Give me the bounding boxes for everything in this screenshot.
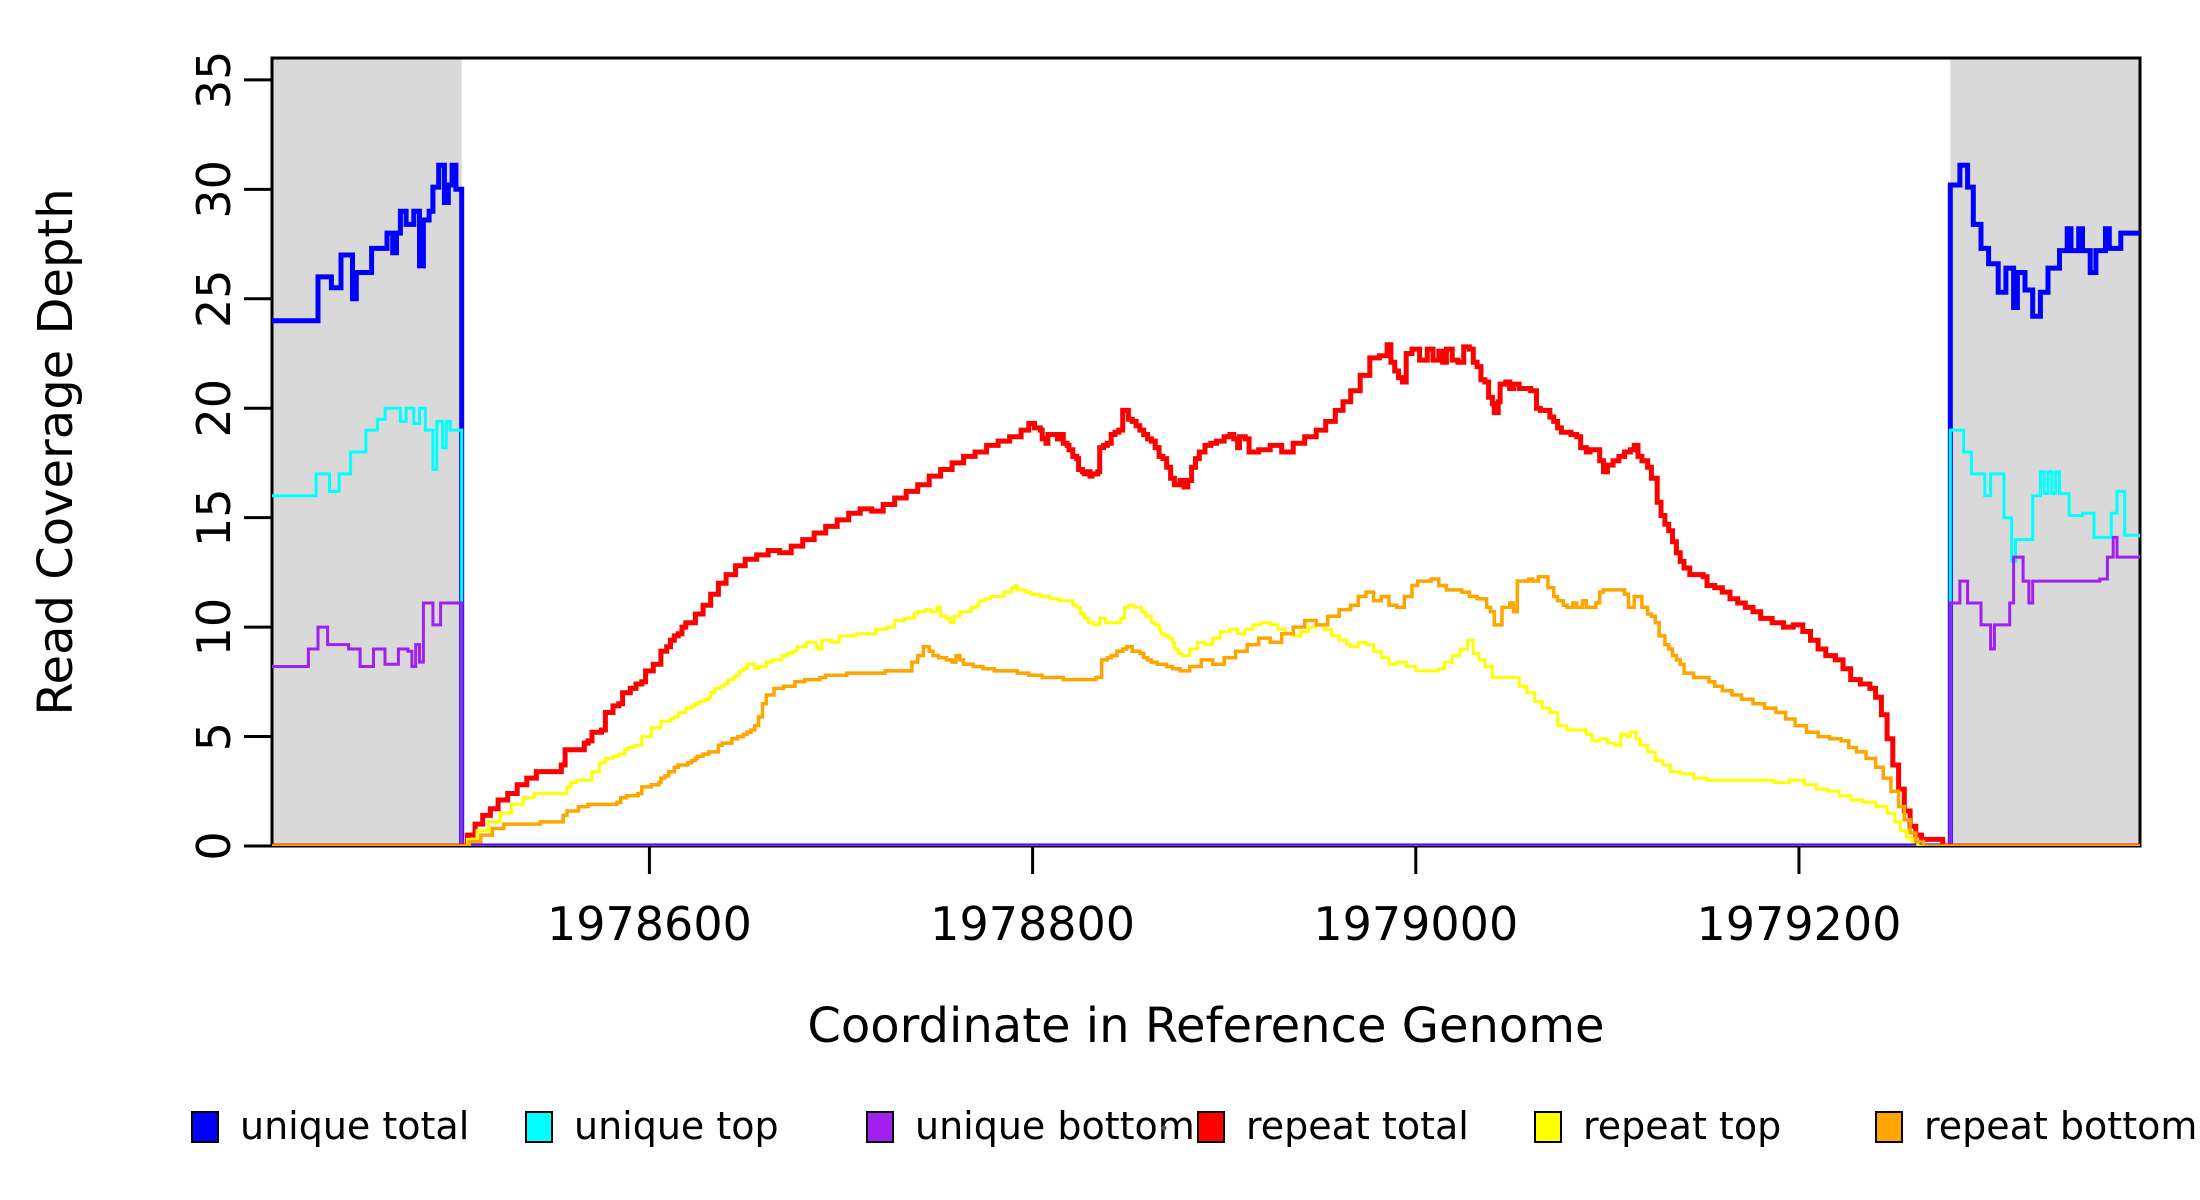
unique-region-right (1950, 58, 2140, 846)
y-tick-label: 15 (187, 488, 241, 547)
legend-item-repeat-bottom: repeat bottom (1875, 1104, 2197, 1148)
legend-label: unique top (574, 1104, 779, 1148)
series-unique-top (272, 406, 2140, 846)
y-tick-label: 20 (187, 379, 241, 438)
legend-item-unique-bottom: unique bottom (866, 1104, 1195, 1148)
unique-region-shading (272, 58, 2140, 846)
y-tick-label: 5 (187, 722, 241, 751)
x-tick-label: 1979000 (1313, 897, 1518, 951)
legend-swatch-repeat-total (1197, 1111, 1225, 1143)
series-repeat-total (272, 342, 2140, 846)
legend-label: repeat top (1583, 1104, 1781, 1148)
legend: unique total unique top unique bottom repea… (191, 1104, 2197, 1148)
series-repeat-bottom (272, 575, 2140, 846)
x-tick-label: 1979200 (1697, 897, 1902, 951)
legend-item-unique-total: unique total (191, 1104, 469, 1148)
x-axis-title: Coordinate in Reference Genome (807, 998, 1604, 1054)
legend-swatch-repeat-bottom (1875, 1111, 1903, 1143)
y-axis-title: Read Coverage Depth (28, 188, 84, 715)
x-tick-label: 1978600 (547, 897, 752, 951)
legend-swatch-unique-total (191, 1111, 219, 1143)
series-layer (272, 162, 2140, 846)
y-tick-label: 25 (187, 270, 241, 329)
y-tick-label: 0 (187, 831, 241, 860)
legend-label: repeat bottom (1924, 1104, 2197, 1148)
legend-label: unique total (240, 1104, 469, 1148)
legend-label: unique bottom (915, 1104, 1195, 1148)
y-tick-label: 35 (187, 51, 241, 110)
y-tick-label: 30 (187, 160, 241, 219)
legend-swatch-unique-bottom (866, 1111, 894, 1143)
legend-item-repeat-total: repeat total (1197, 1104, 1469, 1148)
legend-label: repeat total (1246, 1104, 1469, 1148)
x-tick-label: 1978800 (930, 897, 1135, 951)
stray-dot (1161, 1125, 1167, 1131)
legend-item-unique-top: unique top (525, 1104, 779, 1148)
legend-item-repeat-top: repeat top (1534, 1104, 1781, 1148)
axis-layer: 1978600 1978800 1979000 1979200 0 5 10 15 20 25 30… (187, 51, 1901, 951)
series-repeat-top (272, 584, 2140, 846)
legend-swatch-unique-top (525, 1111, 553, 1143)
series-unique-bottom (272, 535, 2140, 846)
legend-swatch-repeat-top (1534, 1111, 1562, 1143)
series-unique-total (272, 162, 2140, 846)
y-tick-label: 10 (187, 598, 241, 657)
